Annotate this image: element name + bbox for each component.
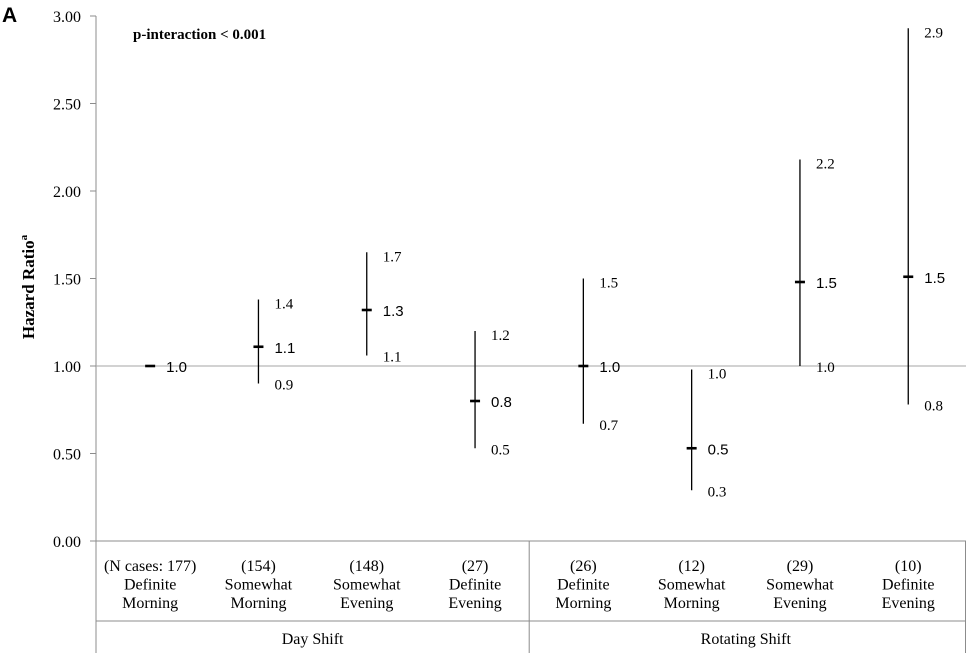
upper-ci-label: 2.9: [924, 25, 943, 41]
x-category-label: (154) Somewhat Morning: [225, 558, 293, 612]
lower-ci-label: 0.3: [708, 484, 727, 500]
hazard-ratio-label: 1.0: [166, 359, 187, 376]
hazard-ratio-label: 0.8: [491, 394, 512, 411]
lower-ci-label: 1.0: [816, 360, 835, 376]
y-axis-label-main: Hazard Ratio: [19, 240, 38, 339]
hazard-ratio-label: 1.5: [816, 275, 837, 292]
upper-ci-label: 1.4: [274, 297, 293, 313]
x-category-labels: (N cases: 177) Definite Morning(154) Somewh…: [104, 558, 935, 612]
x-category-label-line: (10): [895, 558, 922, 575]
x-category-label-line: Somewhat: [333, 577, 401, 594]
y-tick-labels: 0.00 0.50 1.00 1.50 2.00 2.50 3.00: [53, 9, 81, 551]
x-category-label-line: Somewhat: [766, 577, 834, 594]
hazard-ratio-label: 1.0: [599, 359, 620, 376]
y-axis-label-superscript: a: [18, 234, 30, 240]
y-tick-label: 1.00: [53, 359, 81, 376]
y-axis-label: Hazard Ratioa: [18, 234, 38, 339]
x-category-label-line: Somewhat: [658, 577, 726, 594]
y-tick-label: 3.00: [53, 9, 81, 26]
y-tick-label: 0.50: [53, 447, 81, 464]
p-interaction-annotation: p-interaction < 0.001: [133, 27, 266, 43]
x-category-label: (148) Somewhat Evening: [333, 558, 401, 612]
x-category-label-line: (29): [787, 558, 814, 575]
x-category-label-line: Morning: [664, 595, 720, 612]
x-category-label-line: (27): [462, 558, 489, 575]
x-group-labels: Day Shift Rotating Shift: [282, 631, 792, 648]
upper-ci-label: 1.2: [491, 328, 510, 344]
x-category-label-line: (12): [678, 558, 705, 575]
hazard-ratio-label: 1.5: [924, 270, 945, 287]
x-category-label-line: Evening: [340, 595, 393, 612]
data-marks: 1.0 1.1 1.4 0.9 1.3 1.7 1.1 0.8 1.2 0.5 1.0 1.5 0.7 0…: [145, 25, 945, 500]
x-category-label-line: Definite: [449, 577, 501, 594]
x-category-label-line: Morning: [555, 595, 611, 612]
x-category-label-line: Evening: [882, 595, 935, 612]
x-category-label-line: (N cases: 177): [104, 558, 196, 575]
y-tick-label: 0.00: [53, 534, 81, 551]
x-category-label-line: (154): [241, 558, 276, 575]
panel-label: A: [2, 4, 17, 27]
x-category-label-line: Evening: [773, 595, 826, 612]
upper-ci-label: 1.7: [383, 249, 402, 265]
x-category-label: (29) Somewhat Evening: [766, 558, 834, 612]
hazard-ratio-label: 1.3: [383, 303, 404, 320]
upper-ci-label: 1.0: [708, 367, 727, 383]
x-category-label: (26) Definite Morning: [555, 558, 611, 612]
lower-ci-label: 0.7: [599, 418, 618, 434]
hazard-ratio-label: 1.1: [274, 340, 295, 357]
x-category-label-line: (26): [570, 558, 597, 575]
x-category-label-line: Definite: [124, 577, 176, 594]
x-category-label-line: (148): [349, 558, 384, 575]
x-category-label-line: Definite: [557, 577, 609, 594]
x-category-label: (10) Definite Evening: [882, 558, 935, 612]
lower-ci-label: 0.8: [924, 399, 943, 415]
axes: [90, 15, 966, 653]
y-tick-label: 2.00: [53, 184, 81, 201]
x-category-label: (N cases: 177) Definite Morning: [104, 558, 196, 612]
x-category-label-line: Evening: [448, 595, 501, 612]
y-tick-label: 1.50: [53, 272, 81, 289]
x-group-label: Rotating Shift: [701, 631, 792, 648]
lower-ci-label: 1.1: [383, 350, 402, 366]
upper-ci-label: 1.5: [599, 276, 618, 292]
upper-ci-label: 2.2: [816, 157, 835, 173]
lower-ci-label: 0.9: [274, 378, 293, 394]
y-tick-label: 2.50: [53, 97, 81, 114]
x-category-label-line: Morning: [122, 595, 178, 612]
x-category-label-line: Definite: [882, 577, 934, 594]
x-category-label: (12) Somewhat Morning: [658, 558, 726, 612]
x-category-label: (27) Definite Evening: [448, 558, 501, 612]
hazard-ratio-label: 0.5: [708, 441, 729, 458]
lower-ci-label: 0.5: [491, 442, 510, 458]
x-group-label: Day Shift: [282, 631, 344, 648]
x-category-label-line: Somewhat: [225, 577, 293, 594]
x-category-label-line: Morning: [230, 595, 286, 612]
